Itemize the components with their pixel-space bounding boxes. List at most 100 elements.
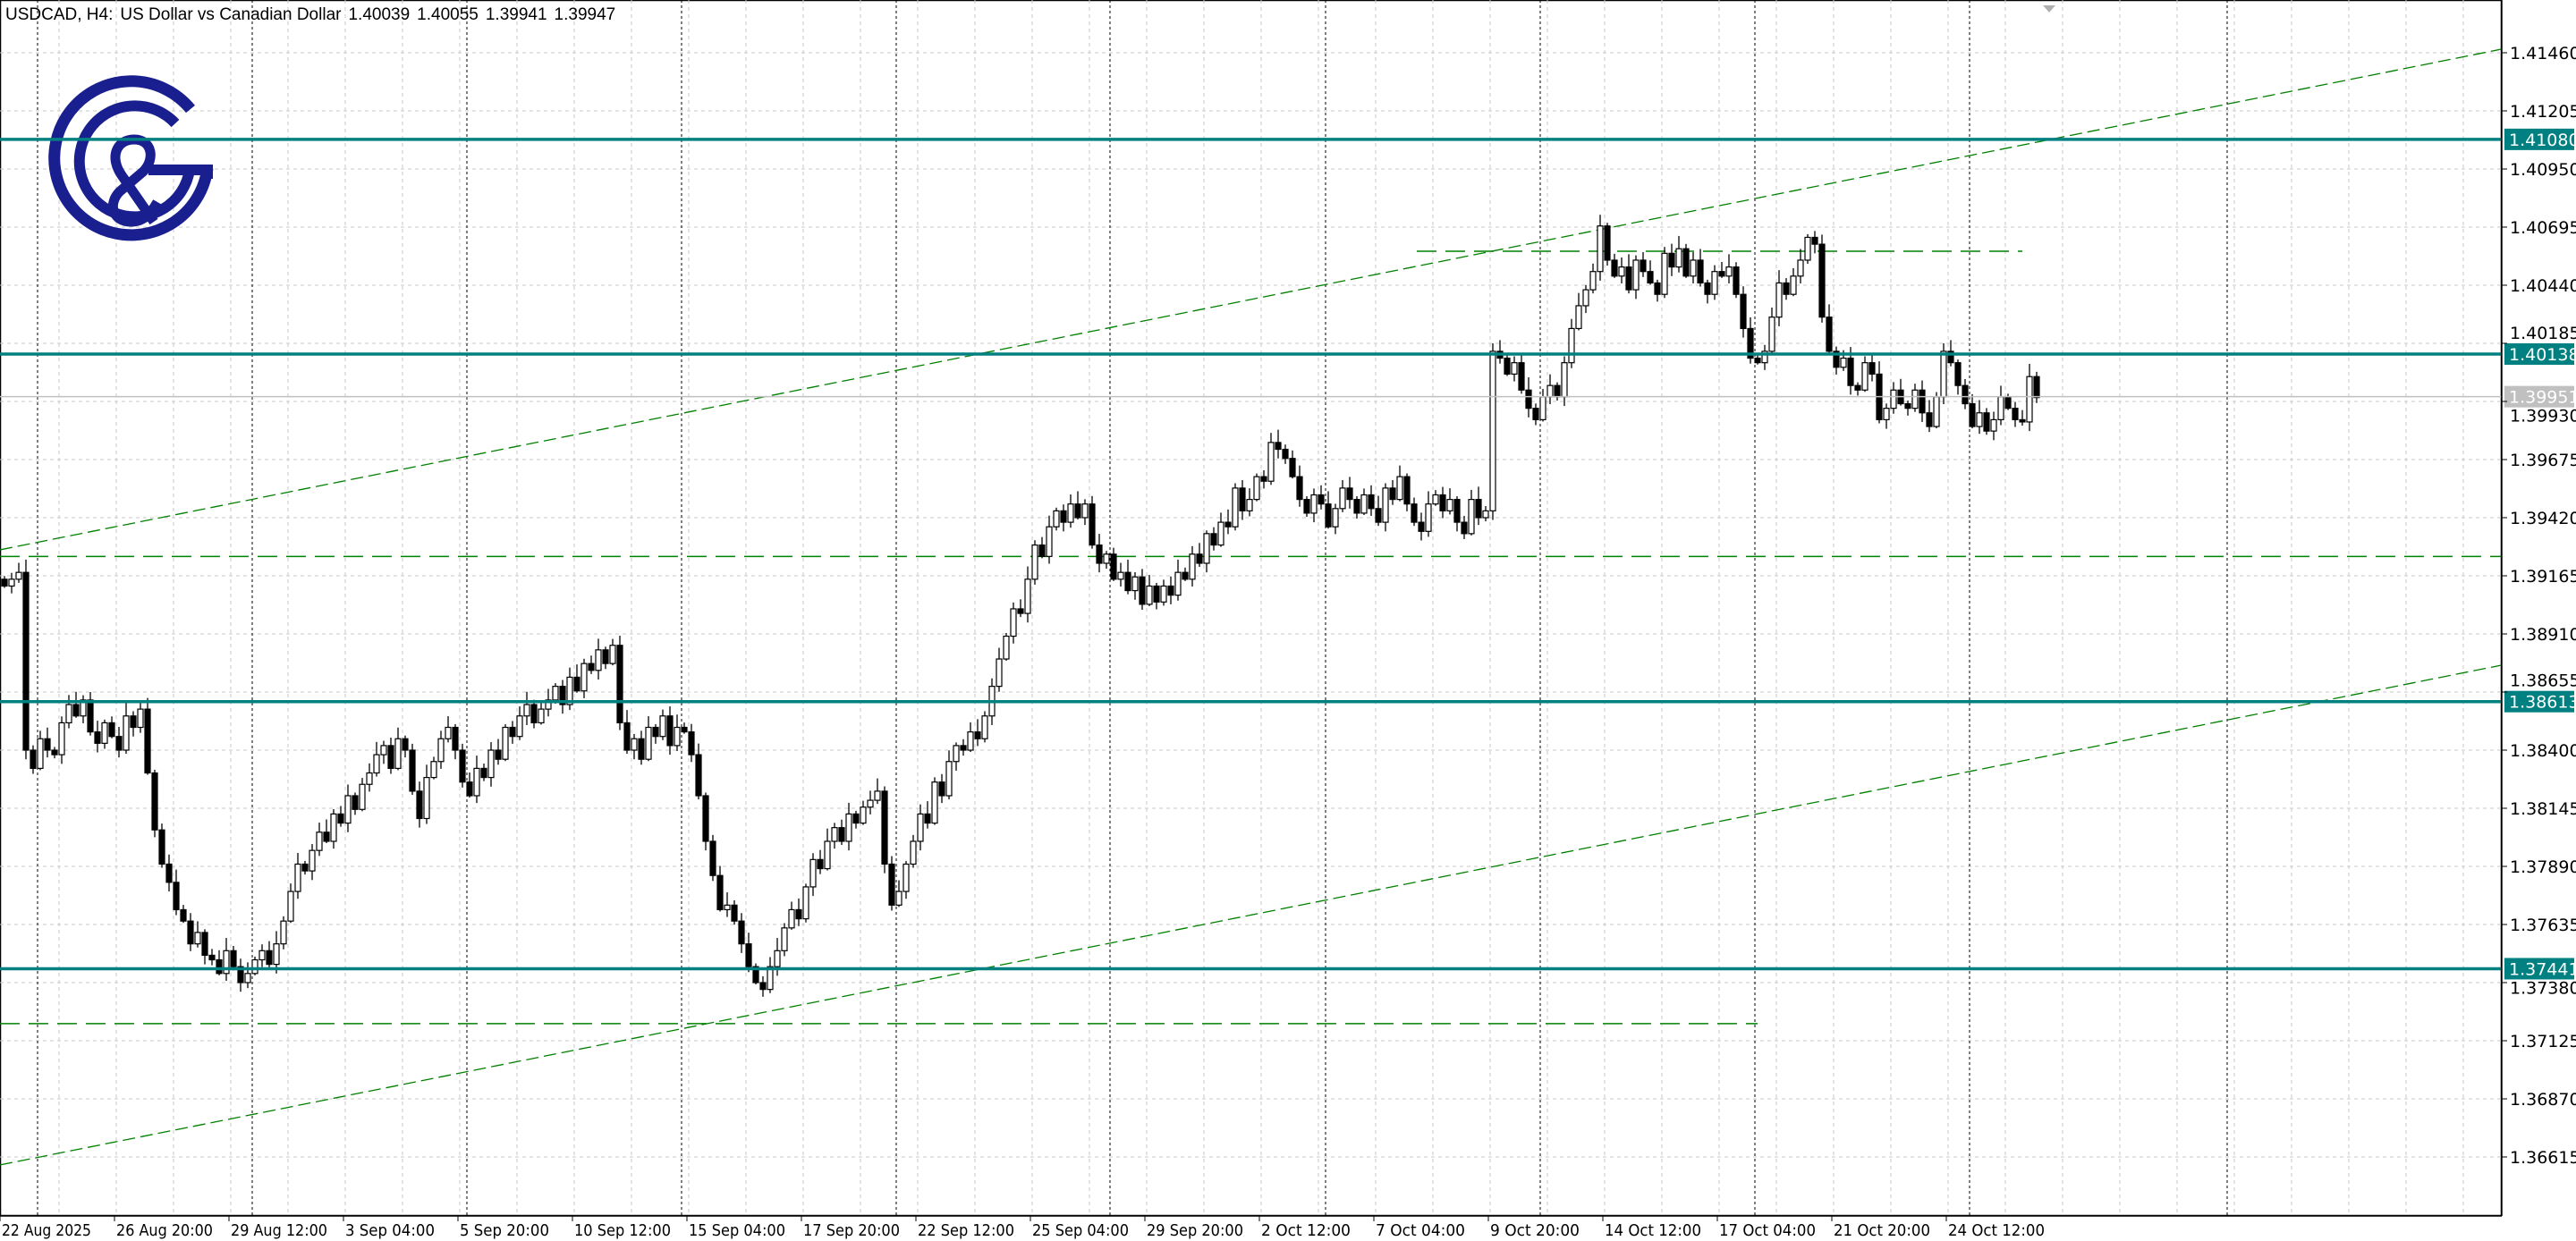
candle [380,740,387,764]
candle-body-bull [874,790,881,801]
candle [1983,408,1990,435]
candle-body-bear [1733,266,1740,295]
candle-body-bear [30,749,37,769]
candle-body-bull [280,920,287,945]
candle [1954,359,1962,395]
candle-body-bull [423,776,430,820]
candle-body-bull [953,745,960,763]
chart-shift-marker-icon[interactable] [2043,5,2055,13]
candle [538,701,545,725]
candle [609,638,616,666]
candle-body-bear [466,781,473,797]
candle [881,786,888,874]
candle [767,957,774,993]
candle [158,823,165,868]
candle [1597,215,1604,281]
candle-body-bull [809,858,817,888]
candle-body-bull [1053,510,1060,528]
candle [602,646,609,670]
candle-body-bear [216,958,223,975]
candle [1589,263,1597,294]
candle-body-bull [1253,476,1260,501]
time-tick-label: 3 Sep 04:00 [345,1221,435,1240]
candle [1990,411,1997,441]
candle [530,699,538,729]
candle [1453,496,1461,532]
candle [194,921,201,948]
candle-body-bear [1153,585,1160,603]
time-axis[interactable]: 22 Aug 2025 26 Aug 20:00 29 Aug 12:00 3 Sep… [0,1215,2502,1240]
candle [1403,473,1411,511]
time-tick-label: 5 Sep 20:00 [460,1221,549,1240]
candle-body-bear [1038,544,1046,557]
candle-body-bear [1353,499,1360,514]
candle [1060,504,1067,532]
candle-body-bear [108,722,115,738]
level-lines[interactable]: 1.39951 1.41080 1.40138 1.38613 1.37441 [0,128,2576,980]
candle [1017,599,1024,618]
plot-area [0,0,2503,1217]
price-axis[interactable]: 1.41460 1.41205 1.40950 1.40695 1.40440 1.401… [2501,0,2576,1216]
candle-body-bull [1883,408,1890,420]
candle [58,716,65,764]
candle-body-bull [2026,376,2033,423]
candle-body-bear [2019,418,2026,423]
candle-body-bear [666,715,674,747]
candle [860,800,867,825]
candle [1253,473,1260,502]
candle [187,913,194,951]
candle [953,742,960,771]
candle [22,559,30,760]
candle [666,706,674,756]
candle-body-bear [702,795,709,842]
candle [945,750,953,800]
candle-body-bull [595,649,602,671]
candle-body-bull [137,708,144,729]
candle [323,819,330,843]
candle [387,737,394,774]
candle-body-bull [945,761,953,797]
candle [1081,499,1089,526]
candle [1532,403,1539,426]
level-price-label-box [2504,342,2574,365]
candle-body-bear [1368,494,1375,510]
candle-body-bear [87,699,94,733]
candle-body-bear [1854,384,1861,391]
candle-body-bull [674,726,681,747]
candle-body-bull [273,943,280,966]
candle-body-bear [852,813,860,824]
candle-body-bear [638,738,645,760]
candle-body-bull [860,806,867,824]
candle-body-bear [173,882,180,911]
candle [1360,488,1368,515]
channel-trend-line[interactable] [0,664,2503,1166]
candle [1690,252,1697,283]
candle-body-bear [1239,487,1246,511]
time-tick-label: 15 Sep 04:00 [689,1221,785,1240]
candle [344,784,352,832]
candle [1962,379,1969,409]
candle [996,647,1003,692]
candle-body-bull [1246,499,1253,511]
ohlc-close: 1.39947 [554,5,616,24]
candle [1461,515,1468,539]
price-tick-label: 1.37125 [2510,1032,2576,1051]
candle-body-bull [1790,275,1797,295]
candle [1747,317,1754,364]
price-tick-label: 1.38145 [2510,799,2576,819]
candle-body-bear [1847,357,1854,386]
candle-body-bear [1647,271,1654,284]
candle [1210,527,1217,551]
candle [1439,486,1446,519]
candle [616,636,623,730]
candle [1153,582,1160,610]
candle-body-bear [1518,362,1525,391]
candle-body-bear [2033,376,2040,399]
candle-body-bear [573,676,580,692]
channel-trend-line[interactable] [0,48,2503,551]
candle [1804,233,1811,265]
price-tick-label: 1.40440 [2510,276,2576,296]
candle-body-bull [523,704,530,717]
candle [108,716,115,739]
